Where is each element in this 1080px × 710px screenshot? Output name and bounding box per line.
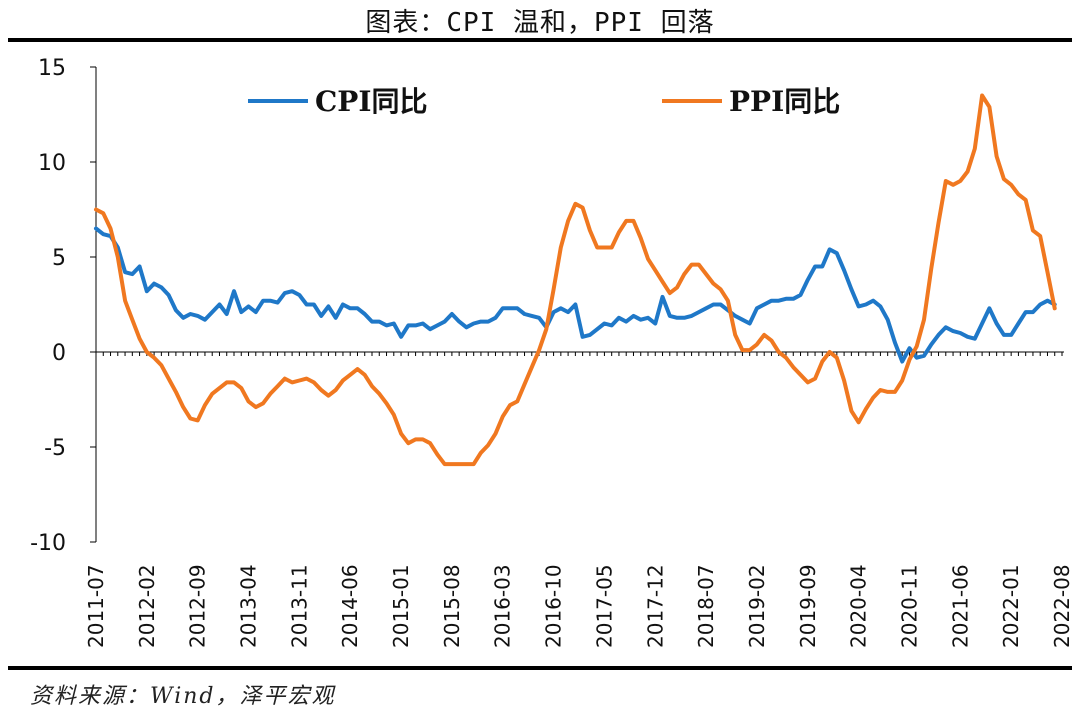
y-tick-label: 0 — [52, 341, 66, 366]
x-tick-label-group: 2020-04 — [847, 564, 871, 648]
x-tick-label: 2018-07 — [694, 564, 718, 648]
x-tick-label-group: 2012-02 — [135, 564, 159, 648]
x-tick-label-group: 2013-04 — [237, 564, 261, 648]
x-tick-label: 2019-09 — [796, 564, 820, 648]
x-tick-label: 2014-06 — [338, 564, 362, 648]
x-tick-label: 2012-02 — [135, 564, 159, 648]
chart-title: 图表：CPI 温和，PPI 回落 — [365, 8, 715, 38]
x-tick-label: 2019-02 — [745, 564, 769, 648]
x-tick-label: 2015-01 — [389, 564, 413, 648]
x-tick-label-group: 2015-08 — [440, 564, 464, 648]
axes-group: -10 -5 0 5 10 15 2011-07 2012-02 2012-09 2013-04 2… — [30, 56, 1074, 648]
x-tick-label: 2012-09 — [186, 564, 210, 648]
legend-label-cpi: CPI同比 — [315, 85, 427, 118]
x-tick-label-group: 2012-09 — [186, 564, 210, 648]
x-tick-label-group: 2018-07 — [694, 564, 718, 648]
x-tick-label: 2016-10 — [542, 564, 566, 648]
x-tick-label: 2017-05 — [592, 564, 616, 648]
x-tick-label-group: 2019-09 — [796, 564, 820, 648]
bottom-rule — [8, 666, 1072, 670]
y-tick-label: 5 — [52, 246, 66, 271]
x-tick-label-group: 2011-07 — [84, 564, 108, 648]
x-tick-label-group: 2014-06 — [338, 564, 362, 648]
x-tick-label: 2017-12 — [643, 564, 667, 648]
x-tick-label-group: 2017-12 — [643, 564, 667, 648]
x-tick-label: 2020-11 — [897, 564, 921, 648]
x-tick-label-group: 2022-01 — [999, 564, 1023, 648]
x-tick-label-group: 2016-03 — [491, 564, 515, 648]
x-tick-label: 2022-01 — [999, 564, 1023, 648]
x-tick-label-group: 2019-02 — [745, 564, 769, 648]
source-note: 资料来源：Wind，泽平宏观 — [30, 684, 336, 709]
x-tick-label-group: 2017-05 — [592, 564, 616, 648]
legend: CPI同比 PPI同比 — [248, 85, 840, 118]
x-tick-label: 2022-08 — [1050, 564, 1074, 648]
x-tick-label: 2013-04 — [237, 564, 261, 648]
x-tick-label-group: 2021-06 — [948, 564, 972, 648]
legend-label-ppi: PPI同比 — [729, 85, 840, 118]
x-tick-label: 2021-06 — [948, 564, 972, 648]
series-ppi-line — [94, 93, 1057, 467]
x-tick-label: 2013-11 — [287, 564, 311, 648]
x-tick-label: 2015-08 — [440, 564, 464, 648]
x-tick-label: 2011-07 — [84, 564, 108, 648]
x-tick-label-group: 2016-10 — [542, 564, 566, 648]
y-tick-label: -5 — [44, 436, 66, 461]
x-tick-label-group: 2022-08 — [1050, 564, 1074, 648]
x-tick-label-group: 2013-11 — [287, 564, 311, 648]
y-tick-label: 10 — [38, 151, 66, 176]
y-tick-label: -10 — [30, 531, 66, 556]
series-cpi-line — [94, 226, 1057, 364]
x-tick-label-group: 2020-11 — [897, 564, 921, 648]
y-tick-label: 15 — [38, 56, 66, 81]
x-tick-label-group: 2015-01 — [389, 564, 413, 648]
series-group — [94, 93, 1057, 467]
x-tick-label: 2020-04 — [847, 564, 871, 648]
x-tick-label: 2016-03 — [491, 564, 515, 648]
top-rule — [8, 38, 1072, 42]
